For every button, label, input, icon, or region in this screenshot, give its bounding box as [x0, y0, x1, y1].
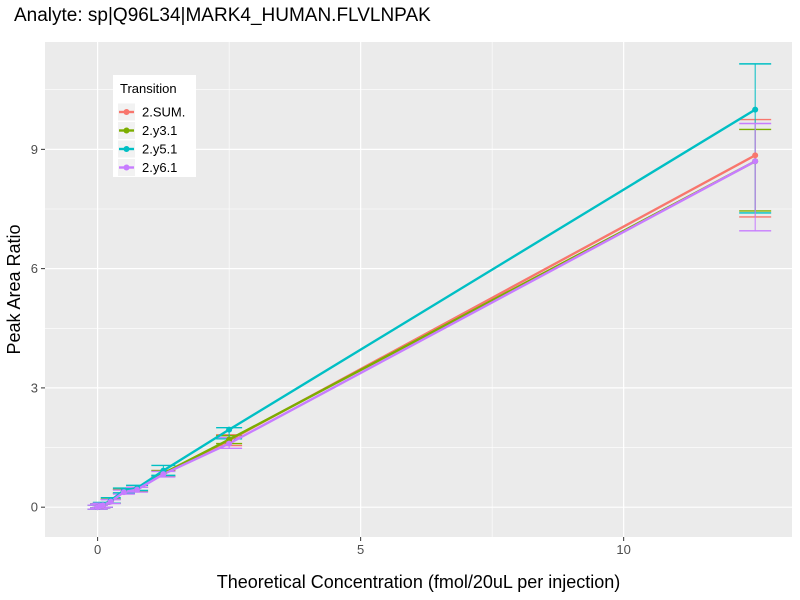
legend-key-point	[123, 109, 130, 115]
y-tick-label: 9	[31, 142, 38, 157]
legend-label: 2.SUM.	[142, 105, 185, 120]
legend-label: 2.y6.1	[142, 160, 177, 175]
data-point	[99, 502, 106, 509]
data-point	[226, 440, 233, 447]
x-axis-title: Theoretical Concentration (fmol/20uL per…	[217, 572, 621, 592]
data-point	[226, 426, 233, 433]
data-point	[107, 498, 114, 505]
data-point	[752, 152, 759, 159]
y-tick-label: 3	[31, 380, 38, 395]
data-point	[134, 486, 141, 493]
data-point	[752, 158, 759, 165]
legend-key-point	[123, 127, 130, 134]
legend-key-point	[123, 164, 130, 171]
x-tick-label: 10	[616, 542, 630, 557]
minor-gridlines	[45, 42, 792, 537]
legend-keys: 2.SUM. 2.y3.1 2.y5.1 2.y6.1	[118, 103, 185, 176]
chart-title: Analyte: sp|Q96L34|MARK4_HUMAN.FLVLNPAK	[14, 5, 431, 26]
data-point	[160, 471, 167, 478]
y-tick-label: 0	[31, 500, 38, 515]
data-point	[120, 489, 127, 496]
legend-key-point	[123, 146, 130, 152]
x-axis-ticks: 0 5 10	[94, 537, 631, 557]
data-points	[94, 106, 759, 511]
data-point	[752, 106, 759, 113]
legend: Transition 2.SUM. 2.y3.1 2.y5.1 2.y6.1	[113, 75, 196, 177]
major-gridlines	[45, 42, 792, 537]
y-tick-label: 6	[31, 261, 38, 276]
x-tick-label: 5	[357, 542, 364, 557]
legend-title: Transition	[120, 81, 177, 96]
y-axis-ticks: 0 3 6 9	[31, 142, 45, 515]
x-tick-label: 0	[94, 542, 101, 557]
y-axis-title: Peak Area Ratio	[4, 224, 24, 354]
legend-label: 2.y5.1	[142, 142, 177, 157]
legend-label: 2.y3.1	[142, 123, 177, 138]
